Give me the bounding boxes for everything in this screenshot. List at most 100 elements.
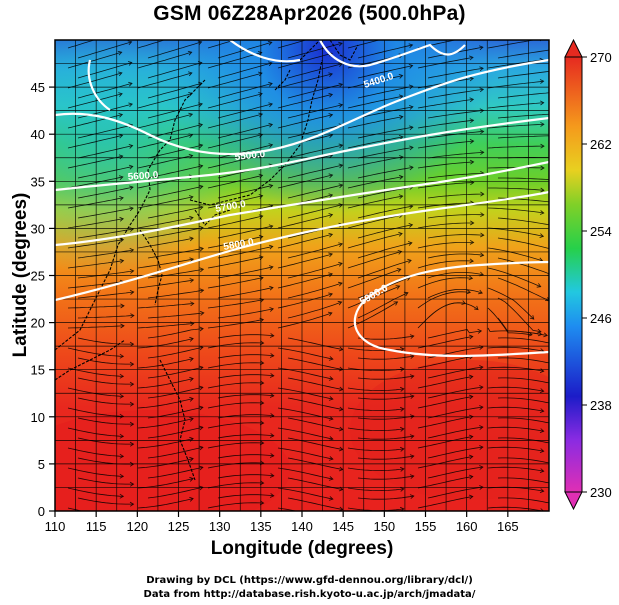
streamline <box>347 176 403 189</box>
streamline <box>217 246 273 259</box>
streamline <box>497 49 549 59</box>
streamline <box>207 362 264 369</box>
streamline-arrow <box>187 71 193 77</box>
temperature-field: 5400.0 5500.0 5600.0 5700.0 5800.0 5900.… <box>55 31 554 511</box>
streamline-arrow <box>409 394 415 399</box>
streamline-arrow <box>468 334 474 340</box>
streamline-arrow <box>328 113 334 118</box>
streamline <box>77 357 134 365</box>
streamline <box>277 447 333 460</box>
streamline-arrow <box>398 94 404 100</box>
streamline-arrow <box>539 79 545 84</box>
streamline-arrow <box>199 310 205 316</box>
streamline-arrow <box>198 143 204 149</box>
streamline-arrow <box>398 73 404 79</box>
streamline-arrow <box>328 496 334 501</box>
streamline-arrow <box>328 456 334 461</box>
streamline-arrow <box>129 481 135 487</box>
streamline-arrow <box>257 51 263 56</box>
streamline-arrow <box>258 92 263 97</box>
streamline <box>137 279 194 289</box>
streamline-arrow <box>550 361 554 365</box>
streamline-arrow <box>338 242 343 247</box>
streamline <box>147 466 203 479</box>
streamline-arrow <box>189 215 194 221</box>
streamline-arrow <box>259 500 265 506</box>
y-tick-label: 30 <box>31 221 45 236</box>
streamline-arrow <box>539 233 545 238</box>
streamline-arrow <box>480 150 485 155</box>
streamline <box>417 416 473 429</box>
x-tick-label: 135 <box>250 519 272 534</box>
streamline-arrow <box>128 81 133 87</box>
streamline <box>137 40 166 49</box>
streamline-arrow <box>338 281 343 287</box>
streamline <box>217 454 274 459</box>
credit-data: Data from http://database.rish.kyoto-u.a… <box>143 589 476 600</box>
streamline-arrow <box>550 48 554 52</box>
streamline <box>147 62 202 79</box>
streamline <box>427 289 483 299</box>
streamline-arrow <box>469 76 474 82</box>
streamline <box>497 113 549 119</box>
streamline <box>357 205 413 219</box>
x-tick-label: 130 <box>209 519 231 534</box>
streamline <box>217 266 273 279</box>
streamline <box>347 487 404 491</box>
streamline-arrow <box>127 61 133 66</box>
streamline-arrow <box>468 275 474 281</box>
streamline <box>137 398 194 409</box>
streamline-arrow <box>189 456 194 462</box>
streamline <box>347 268 401 289</box>
streamline <box>137 303 194 309</box>
streamline-arrow <box>469 55 474 61</box>
streamline-arrow <box>269 285 274 291</box>
streamline <box>417 476 473 489</box>
streamline <box>147 486 203 499</box>
streamline <box>347 427 404 431</box>
streamline-arrow <box>338 386 344 392</box>
streamline <box>287 437 343 450</box>
streamline-arrow <box>129 421 135 427</box>
streamline <box>277 73 333 89</box>
streamline <box>427 172 484 179</box>
streamline <box>207 442 264 449</box>
streamline-arrow <box>189 376 194 382</box>
streamline-arrow <box>399 446 405 452</box>
streamline-arrow <box>407 241 413 246</box>
streamline-arrow <box>268 102 273 108</box>
streamline <box>67 155 123 169</box>
streamline-arrow <box>268 81 273 87</box>
streamline-arrow <box>328 32 332 36</box>
y-tick-label: 45 <box>31 80 45 95</box>
streamline-arrow <box>199 225 204 231</box>
streamline-arrow <box>550 461 554 465</box>
streamline-arrow <box>550 223 554 227</box>
y-tick-label: 15 <box>31 363 45 378</box>
streamline-arrow <box>469 118 475 124</box>
streamline <box>207 40 237 49</box>
streamline <box>77 82 133 99</box>
streamline <box>287 144 343 159</box>
streamline-arrow <box>187 50 193 56</box>
streamline-arrow <box>258 31 262 35</box>
streamline-arrow <box>536 283 542 288</box>
streamline <box>287 417 343 430</box>
colorbar-tick-label: 254 <box>590 224 612 239</box>
streamline-arrow <box>268 244 274 250</box>
streamline <box>287 164 343 179</box>
streamline-arrow <box>338 183 344 189</box>
contour-label: 5500.0 <box>234 149 266 163</box>
streamline <box>67 72 123 89</box>
streamline-arrow <box>190 301 195 307</box>
streamline-arrow <box>328 193 334 198</box>
streamline-arrow <box>259 420 265 426</box>
streamline <box>347 285 400 309</box>
streamline-arrow <box>480 212 485 218</box>
streamline <box>77 228 134 239</box>
streamline-arrow <box>198 425 204 431</box>
streamline <box>137 258 194 269</box>
streamlines <box>67 31 554 511</box>
streamline <box>347 407 404 411</box>
streamline <box>147 446 203 459</box>
